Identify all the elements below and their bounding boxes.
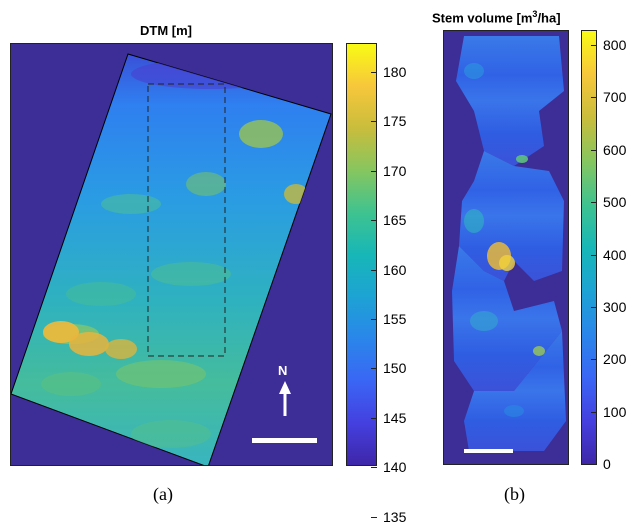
stem-volume-colorbar-tick-label: 600 — [603, 141, 626, 158]
dtm-colorbar-tick-label: 145 — [383, 409, 407, 426]
dtm-colorbar-tick-mark — [371, 121, 377, 123]
stem-volume-colorbar-tick-mark — [591, 149, 597, 151]
dtm-colorbar-tick-mark — [371, 220, 377, 222]
dtm-colorbar-tick-mark — [371, 368, 377, 370]
dtm-colorbar-tick-mark — [371, 319, 377, 320]
north-arrow-icon — [279, 381, 291, 416]
stem-volume-colorbar-tick-mark — [591, 411, 597, 413]
dtm-colorbar-tick-mark — [371, 417, 377, 419]
dtm-surface — [11, 53, 332, 465]
dtm-colorbar-tick-label: 160 — [383, 261, 407, 278]
dtm-colorbar-tick-mark — [371, 72, 377, 73]
stem-volume-colorbar-tick-mark — [591, 464, 597, 466]
caption-a: (a) — [153, 484, 173, 504]
caption-b: (b) — [504, 484, 525, 504]
stem-volume-colorbar-tick-mark — [591, 359, 597, 361]
dtm-colorbar-tick-label: 175 — [383, 113, 407, 130]
stem-volume-colorbar-tick-label: 300 — [603, 299, 626, 315]
dtm-colorbar-tick-label: 140 — [383, 459, 407, 476]
north-label: N — [278, 363, 288, 378]
subset-box — [147, 83, 226, 357]
dtm-colorbar-tick-label: 150 — [383, 360, 407, 377]
dtm-colorbar-tick-mark — [371, 170, 377, 172]
scale-bar-b — [464, 449, 513, 453]
stem-volume-colorbar-tick-label: 100 — [603, 403, 626, 420]
panel-a-title: DTM [m] — [140, 23, 192, 38]
stem-volume-colorbar-tick-label: 700 — [603, 89, 626, 106]
panel-b-title-main: Stem volume [m — [432, 10, 533, 26]
panel-b-title-end: /ha] — [537, 10, 561, 26]
dtm-colorbar-tick-mark — [371, 269, 377, 271]
dtm-map-graphic — [11, 53, 332, 465]
stem-volume-colorbar-tick-label: 800 — [603, 37, 626, 53]
dtm-colorbar — [346, 43, 377, 466]
dtm-colorbar-tick-mark — [371, 516, 377, 518]
dtm-map: N — [10, 43, 333, 466]
stem-volume-colorbar-tick-label: 200 — [603, 351, 626, 368]
stem-volume-colorbar-tick-label: 0 — [603, 456, 611, 473]
stem-volume-surface — [452, 36, 566, 451]
dtm-colorbar-tick-label: 155 — [383, 311, 407, 327]
panel-b-title-sup: 3 — [532, 9, 538, 19]
dtm-colorbar-tick-label: 135 — [383, 508, 407, 525]
stem-volume-colorbar-tick-mark — [591, 45, 597, 46]
stem-volume-colorbar-tick-label: 500 — [603, 194, 626, 211]
stem-volume-colorbar-tick-mark — [591, 307, 597, 308]
dtm-colorbar-tick-label: 180 — [383, 64, 407, 80]
dtm-colorbar-tick-mark — [371, 467, 377, 469]
stem-volume-colorbar — [581, 30, 597, 465]
scale-bar-a — [252, 438, 317, 443]
dtm-colorbar-tick-label: 165 — [383, 212, 407, 229]
stem-volume-colorbar-tick-label: 400 — [603, 246, 626, 263]
stem-volume-colorbar-tick-mark — [591, 97, 597, 99]
stem-volume-colorbar-tick-mark — [591, 202, 597, 204]
stem-volume-graphic — [452, 36, 566, 453]
stem-volume-map — [443, 30, 569, 465]
panel-b-title: Stem volume [m3/ha] — [432, 9, 561, 25]
dtm-colorbar-tick-label: 170 — [383, 162, 407, 179]
stem-volume-colorbar-tick-mark — [591, 254, 597, 256]
